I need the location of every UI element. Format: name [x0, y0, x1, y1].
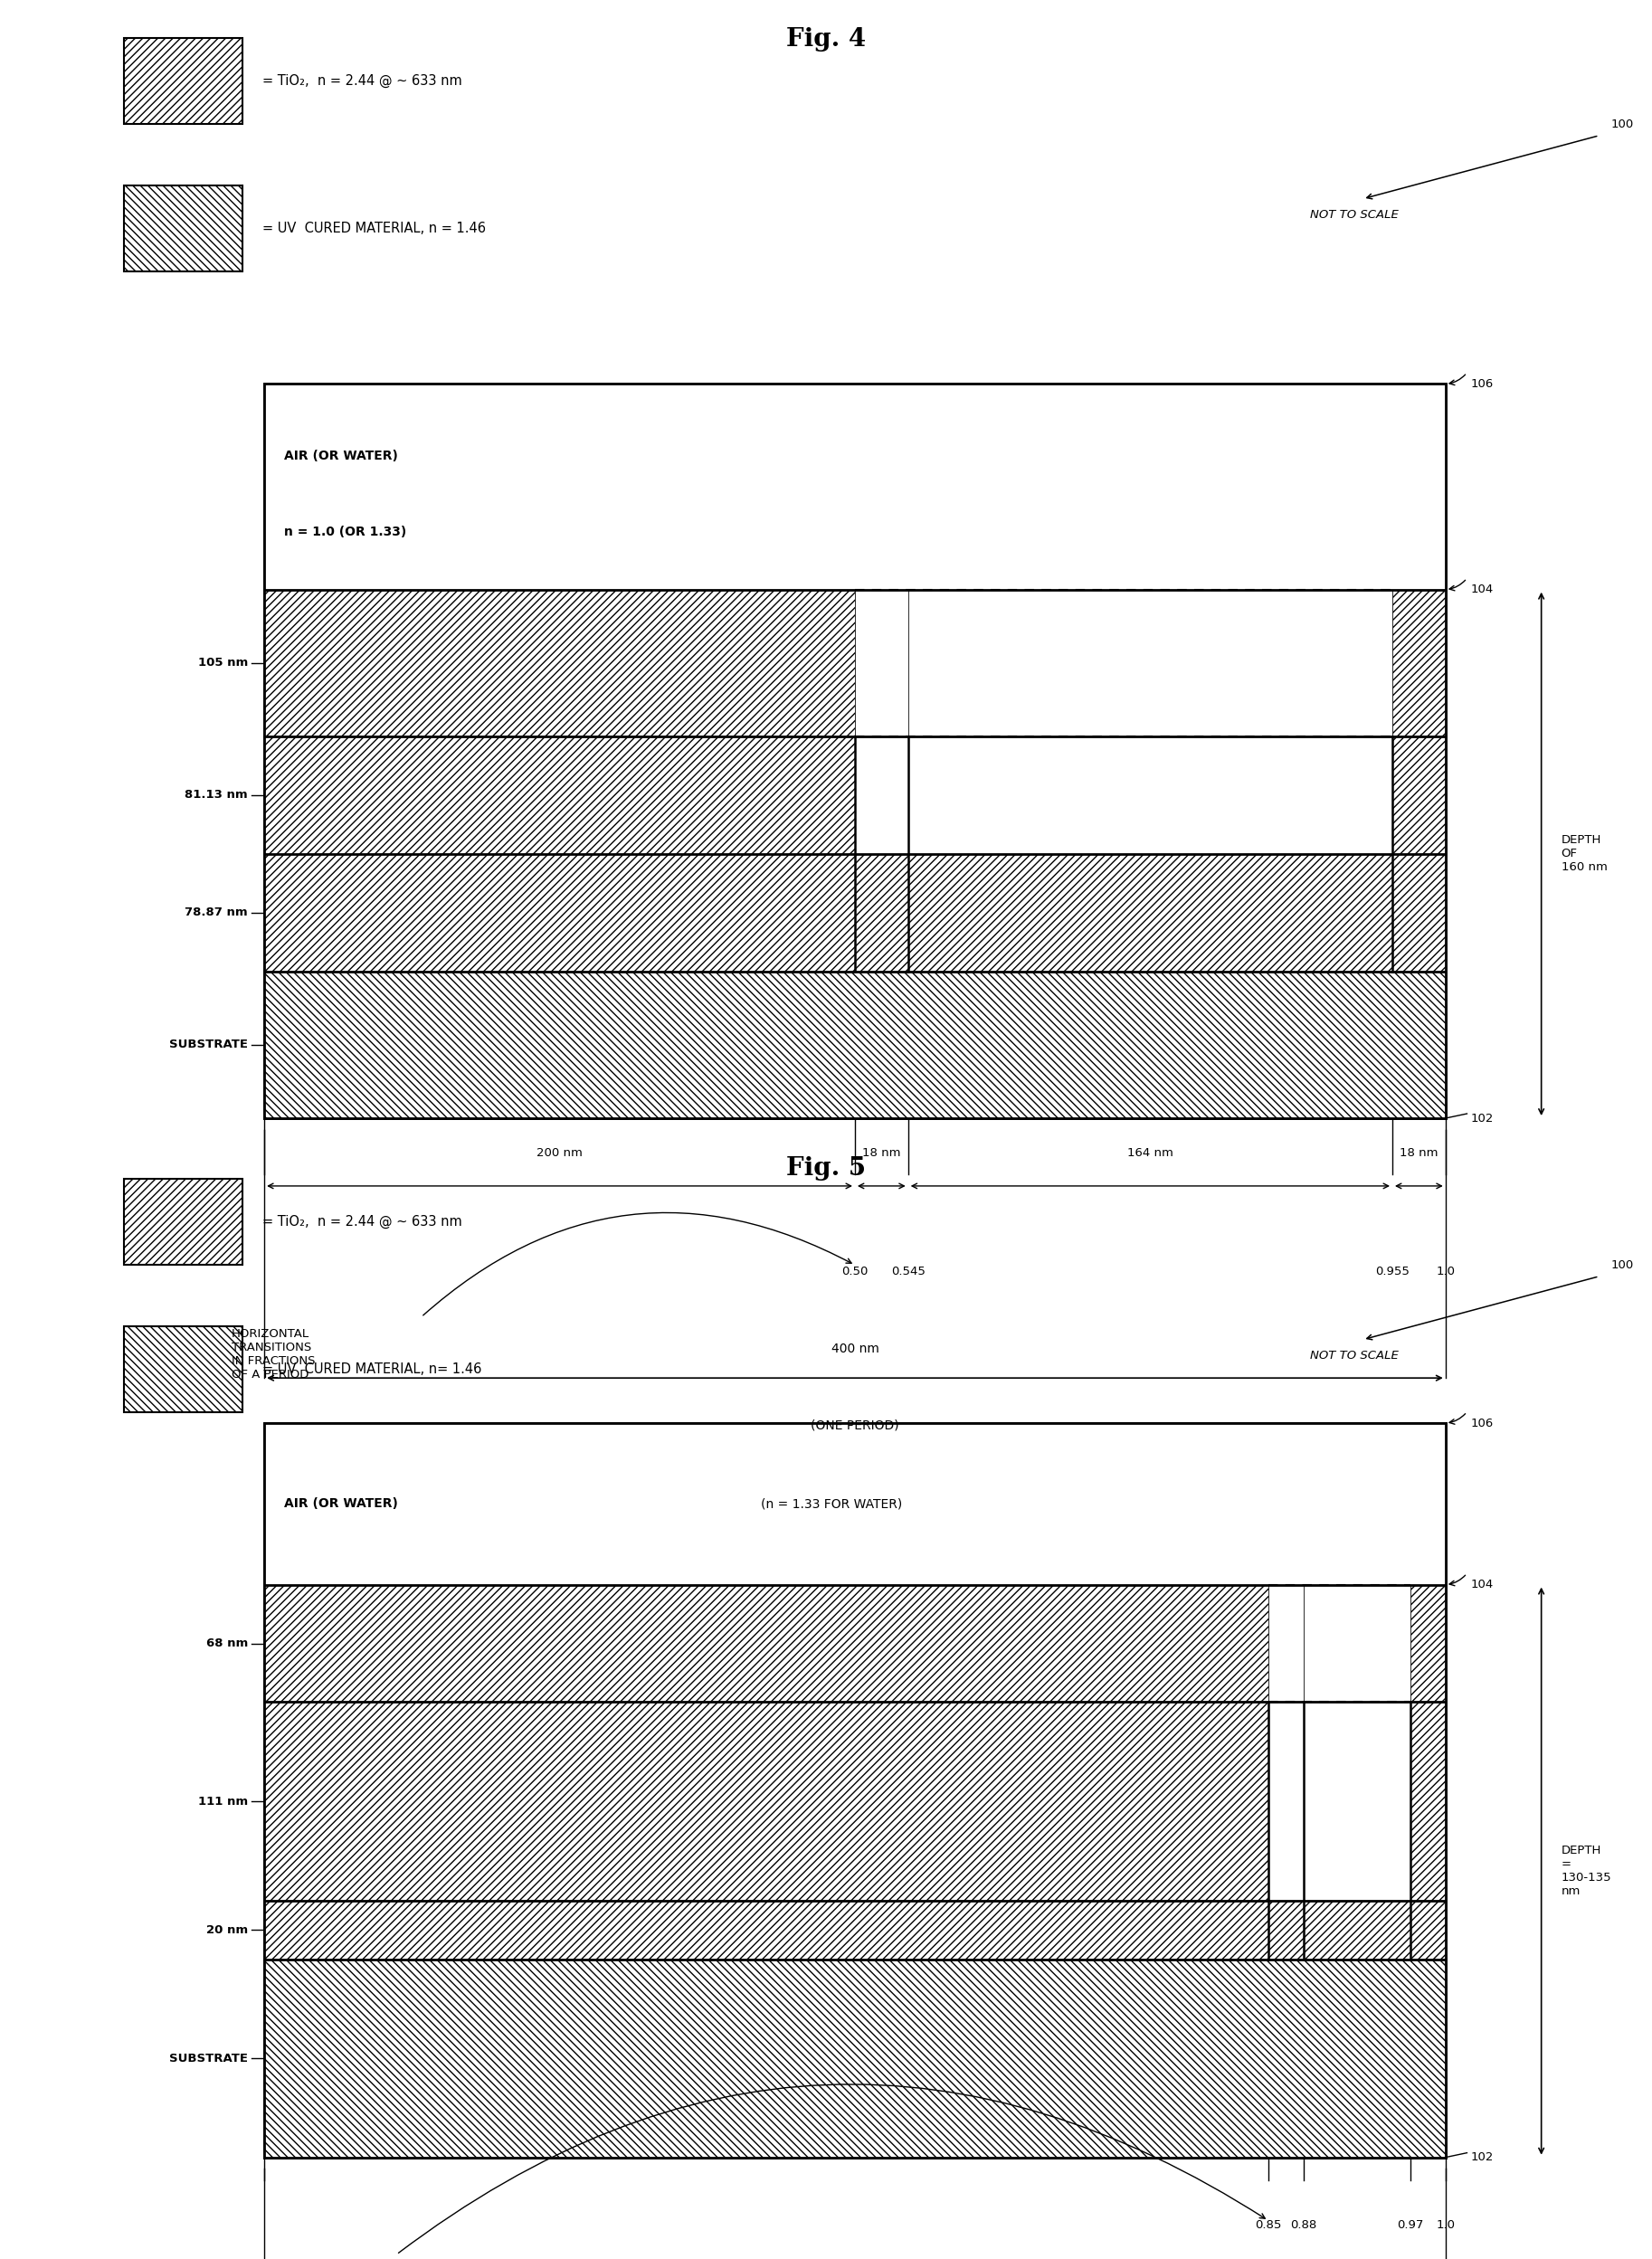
Bar [856, 736, 909, 854]
Bar [264, 971, 1446, 1118]
Bar [264, 590, 854, 736]
Bar [264, 384, 1446, 1118]
Text: 81.13 nm: 81.13 nm [185, 788, 248, 802]
Text: 18 nm: 18 nm [862, 1148, 900, 1159]
Text: 20 nm: 20 nm [206, 1925, 248, 1936]
Text: DEPTH
=
130-135
nm: DEPTH = 130-135 nm [1561, 1846, 1611, 1898]
Bar [264, 1586, 1269, 1703]
Text: AIR (OR WATER): AIR (OR WATER) [284, 1498, 398, 1511]
Text: n = 1.0 (OR 1.33): n = 1.0 (OR 1.33) [284, 526, 406, 538]
Text: 100: 100 [1611, 1258, 1634, 1272]
Bar [856, 854, 909, 971]
Bar [909, 854, 1393, 971]
Text: = UV  CURED MATERIAL, n= 1.46: = UV CURED MATERIAL, n= 1.46 [263, 1362, 482, 1376]
Text: (n = 1.33 FOR WATER): (n = 1.33 FOR WATER) [760, 1498, 902, 1511]
Bar [1303, 1586, 1411, 1703]
Text: DEPTH
OF
160 nm: DEPTH OF 160 nm [1561, 834, 1607, 874]
Text: AIR (OR WATER): AIR (OR WATER) [284, 450, 398, 463]
Text: = UV  CURED MATERIAL, n = 1.46: = UV CURED MATERIAL, n = 1.46 [263, 221, 486, 235]
Bar [909, 590, 1393, 736]
Bar [124, 38, 243, 124]
Text: = TiO₂,  n = 2.44 @ ∼ 633 nm: = TiO₂, n = 2.44 @ ∼ 633 nm [263, 1215, 463, 1229]
Text: SUBSTRATE: SUBSTRATE [169, 1039, 248, 1050]
Bar [1393, 590, 1446, 736]
Bar [264, 384, 1446, 590]
Text: Fig. 5: Fig. 5 [786, 1157, 866, 1181]
Text: NOT TO SCALE: NOT TO SCALE [1310, 1349, 1399, 1362]
Text: 102: 102 [1470, 2151, 1493, 2164]
Text: 0.88: 0.88 [1290, 2218, 1317, 2232]
Text: 200 nm: 200 nm [537, 1148, 583, 1159]
Text: 78.87 nm: 78.87 nm [185, 906, 248, 919]
Bar [264, 854, 854, 971]
Bar [264, 1423, 1446, 2157]
Bar [1393, 736, 1446, 854]
Text: HORIZONTAL
TRANSITIONS
IN FRACTIONS
OF A PERIOD: HORIZONTAL TRANSITIONS IN FRACTIONS OF A… [231, 1328, 316, 1380]
Text: 105 nm: 105 nm [198, 657, 248, 669]
Bar [1269, 1586, 1303, 1703]
Bar [264, 1703, 1269, 1900]
Text: 0.50: 0.50 [841, 1265, 869, 1279]
Text: 400 nm: 400 nm [831, 1342, 879, 1355]
Bar [264, 1423, 1446, 1586]
Bar [124, 1179, 243, 1265]
Bar [1393, 854, 1446, 971]
Text: NOT TO SCALE: NOT TO SCALE [1310, 208, 1399, 221]
Text: = TiO₂,  n = 2.44 @ ∼ 633 nm: = TiO₂, n = 2.44 @ ∼ 633 nm [263, 75, 463, 88]
Text: 104: 104 [1470, 583, 1493, 596]
Text: 0.955: 0.955 [1374, 1265, 1409, 1279]
Bar [909, 736, 1393, 854]
Text: 111 nm: 111 nm [198, 1796, 248, 1807]
Bar [264, 384, 1446, 1118]
Text: (ONE PERIOD): (ONE PERIOD) [811, 1419, 899, 1432]
Text: 106: 106 [1470, 377, 1493, 391]
Bar [856, 590, 909, 736]
Text: Fig. 4: Fig. 4 [786, 27, 866, 52]
Bar [1269, 1703, 1303, 1900]
Bar [264, 1423, 1446, 2157]
Bar [1411, 1586, 1446, 1703]
Text: SUBSTRATE: SUBSTRATE [169, 2053, 248, 2065]
Text: 164 nm: 164 nm [1127, 1148, 1173, 1159]
Text: 0.545: 0.545 [890, 1265, 925, 1279]
Text: 102: 102 [1470, 1111, 1493, 1125]
Bar [124, 185, 243, 271]
Bar [264, 1900, 1446, 1959]
Bar [264, 1959, 1446, 2157]
Text: 104: 104 [1470, 1579, 1493, 1590]
Text: 106: 106 [1470, 1416, 1493, 1430]
Text: 0.97: 0.97 [1398, 2218, 1424, 2232]
Bar [124, 1326, 243, 1412]
Text: 68 nm: 68 nm [206, 1638, 248, 1649]
Bar [1411, 1703, 1446, 1900]
Bar [264, 736, 854, 854]
Text: 1.0: 1.0 [1436, 1265, 1455, 1279]
Text: 1.0: 1.0 [1436, 2218, 1455, 2232]
Text: 0.85: 0.85 [1256, 2218, 1282, 2232]
Text: 18 nm: 18 nm [1399, 1148, 1439, 1159]
Text: 100: 100 [1611, 117, 1634, 131]
Bar [1303, 1703, 1411, 1900]
